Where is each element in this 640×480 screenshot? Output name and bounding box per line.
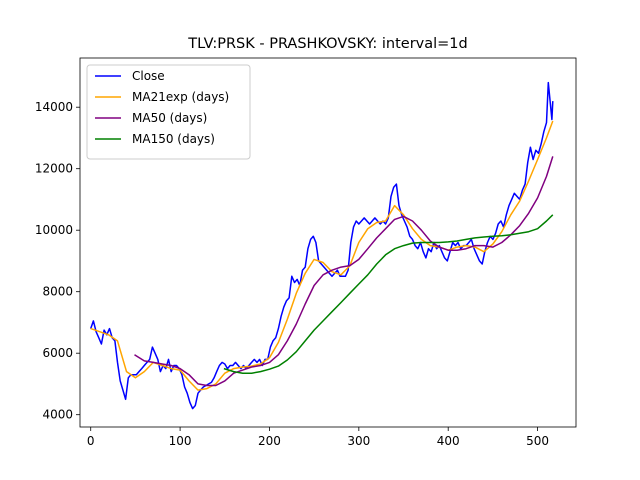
series-line-2 bbox=[134, 156, 554, 387]
y-tick-label-3: 10000 bbox=[35, 223, 73, 237]
legend: Close MA21exp (days) MA50 (days) MA150 (day… bbox=[86, 64, 251, 160]
x-tick-label-1: 100 bbox=[169, 434, 192, 448]
y-tick-label-2: 8000 bbox=[42, 285, 73, 299]
x-axis: 0 100 200 300 400 500 bbox=[87, 427, 549, 448]
y-tick-label-4: 12000 bbox=[35, 162, 73, 176]
legend-label-3: MA150 (days) bbox=[132, 132, 215, 146]
y-tick-label-1: 6000 bbox=[42, 346, 73, 360]
x-tick-label-3: 300 bbox=[347, 434, 370, 448]
y-tick-label-5: 14000 bbox=[35, 100, 73, 114]
x-tick-label-4: 400 bbox=[437, 434, 460, 448]
series-line-3 bbox=[223, 214, 554, 374]
x-tick-label-0: 0 bbox=[87, 434, 95, 448]
legend-label-1: MA21exp (days) bbox=[132, 90, 229, 104]
legend-label-0: Close bbox=[132, 69, 165, 83]
y-tick-label-0: 4000 bbox=[42, 408, 73, 422]
series-lines bbox=[89, 81, 554, 410]
x-tick-label-5: 500 bbox=[526, 434, 549, 448]
chart-title: TLV:PRSK - PRASHKOVSKY: interval=1d bbox=[187, 36, 467, 52]
y-axis: 4000 6000 8000 10000 12000 14000 bbox=[35, 100, 80, 422]
series-line-1 bbox=[90, 120, 554, 391]
legend-label-2: MA50 (days) bbox=[132, 111, 207, 125]
series-line-0 bbox=[89, 81, 554, 410]
plot-area-frame bbox=[79, 57, 577, 428]
x-tick-label-2: 200 bbox=[258, 434, 281, 448]
legend-box bbox=[86, 64, 251, 160]
